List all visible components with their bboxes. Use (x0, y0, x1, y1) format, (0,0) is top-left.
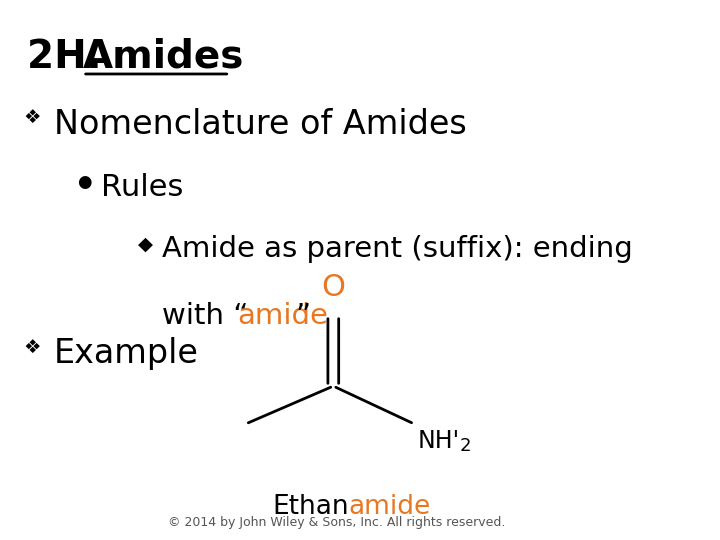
Text: 2H.: 2H. (27, 38, 115, 76)
Text: ◆: ◆ (138, 235, 153, 254)
Text: ●: ● (78, 173, 92, 191)
Text: © 2014 by John Wiley & Sons, Inc. All rights reserved.: © 2014 by John Wiley & Sons, Inc. All ri… (168, 516, 505, 529)
Text: ❖: ❖ (24, 108, 41, 127)
Text: Amides: Amides (83, 38, 244, 76)
Text: Rules: Rules (101, 173, 184, 202)
Text: Example: Example (54, 338, 199, 370)
Text: amide: amide (237, 302, 328, 330)
Text: ❖: ❖ (24, 338, 41, 356)
Text: Amide as parent (suffix): ending: Amide as parent (suffix): ending (161, 235, 632, 263)
Text: O: O (321, 273, 346, 302)
Text: 2: 2 (460, 437, 472, 455)
Text: Ethan: Ethan (273, 494, 349, 520)
Text: Nomenclature of Amides: Nomenclature of Amides (54, 108, 467, 141)
Text: ”: ” (296, 302, 311, 330)
Text: with “: with “ (161, 302, 248, 330)
Text: amide: amide (348, 494, 431, 520)
Text: NH': NH' (418, 429, 459, 453)
